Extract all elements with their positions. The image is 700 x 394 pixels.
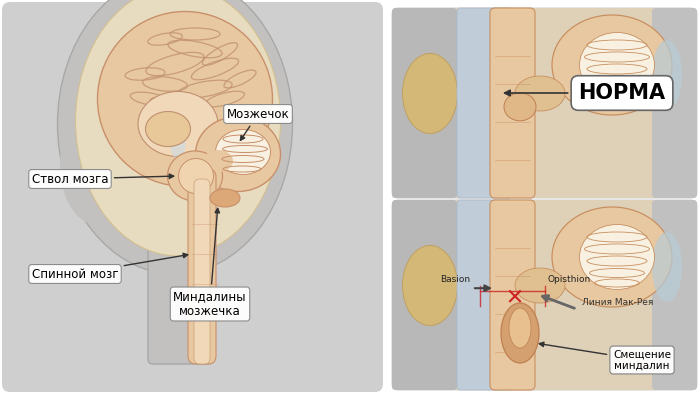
FancyBboxPatch shape xyxy=(194,179,210,364)
FancyBboxPatch shape xyxy=(490,200,535,390)
FancyBboxPatch shape xyxy=(457,8,512,198)
Ellipse shape xyxy=(652,40,682,110)
FancyBboxPatch shape xyxy=(392,8,697,198)
Text: Миндалины
мозжечка: Миндалины мозжечка xyxy=(174,208,246,318)
FancyBboxPatch shape xyxy=(652,8,697,198)
Ellipse shape xyxy=(402,54,458,134)
Text: Opisthion: Opisthion xyxy=(548,275,592,284)
Ellipse shape xyxy=(57,0,293,274)
Text: Ствол мозга: Ствол мозга xyxy=(32,173,174,186)
Ellipse shape xyxy=(509,308,531,348)
FancyBboxPatch shape xyxy=(652,200,697,390)
Ellipse shape xyxy=(504,93,536,121)
Ellipse shape xyxy=(402,245,458,325)
FancyBboxPatch shape xyxy=(392,200,457,390)
Ellipse shape xyxy=(515,76,565,111)
Ellipse shape xyxy=(178,158,214,193)
FancyBboxPatch shape xyxy=(490,8,535,198)
Ellipse shape xyxy=(171,129,186,159)
Text: Смещение
миндалин: Смещение миндалин xyxy=(539,342,671,371)
Ellipse shape xyxy=(210,189,240,207)
Ellipse shape xyxy=(146,112,190,147)
Ellipse shape xyxy=(580,225,655,290)
Ellipse shape xyxy=(501,303,539,363)
FancyBboxPatch shape xyxy=(392,200,697,390)
Ellipse shape xyxy=(76,0,281,256)
FancyBboxPatch shape xyxy=(2,2,383,392)
Ellipse shape xyxy=(515,268,565,303)
Ellipse shape xyxy=(97,11,272,186)
Text: Линия Мак-Рея: Линия Мак-Рея xyxy=(582,298,653,307)
Text: Спинной мозг: Спинной мозг xyxy=(32,253,188,281)
Ellipse shape xyxy=(167,151,223,201)
Ellipse shape xyxy=(60,104,130,224)
Ellipse shape xyxy=(203,150,233,172)
FancyBboxPatch shape xyxy=(392,8,457,198)
FancyBboxPatch shape xyxy=(392,8,697,198)
Ellipse shape xyxy=(216,130,270,175)
FancyBboxPatch shape xyxy=(392,200,697,390)
Text: Мозжечок: Мозжечок xyxy=(227,108,289,140)
Ellipse shape xyxy=(195,117,281,191)
Ellipse shape xyxy=(138,91,218,156)
Text: Basion: Basion xyxy=(440,275,470,284)
FancyBboxPatch shape xyxy=(148,224,213,364)
FancyBboxPatch shape xyxy=(188,169,216,364)
Ellipse shape xyxy=(552,207,672,307)
Text: НОРМА: НОРМА xyxy=(505,83,666,103)
Ellipse shape xyxy=(580,32,655,97)
FancyBboxPatch shape xyxy=(457,200,512,390)
Ellipse shape xyxy=(552,15,672,115)
Ellipse shape xyxy=(652,232,682,302)
